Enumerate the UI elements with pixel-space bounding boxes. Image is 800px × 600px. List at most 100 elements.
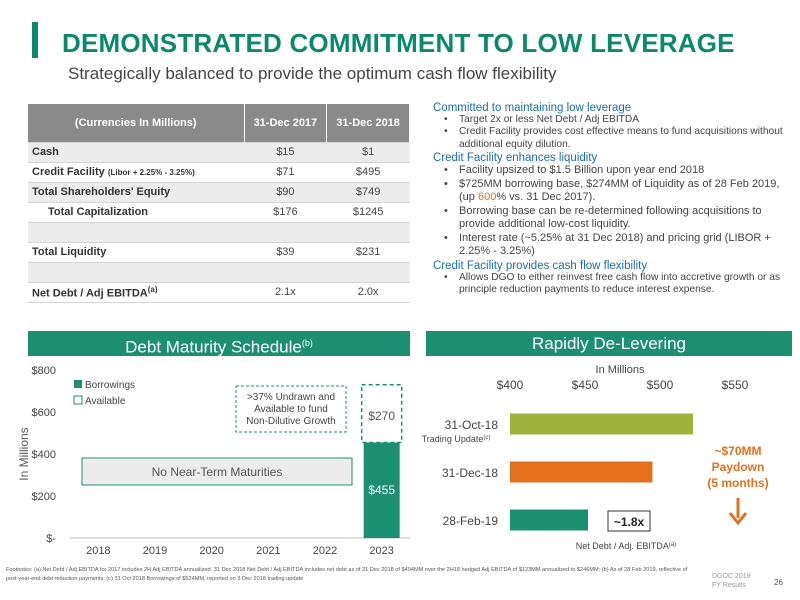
paydown-text: ~$70MM	[714, 444, 761, 458]
row-value-2017: $15	[244, 141, 327, 162]
footer-deck-label: DGOC 2018 FY Results	[712, 573, 751, 589]
row-value-2018: $231	[326, 241, 410, 262]
de-levering-banner: Rapidly De-Levering	[426, 331, 792, 356]
capitalization-table: (Currencies In Millions) 31-Dec 2017 31-…	[28, 104, 410, 303]
annotation-text: No Near-Term Maturities	[152, 465, 283, 479]
table-row-spacer	[28, 221, 410, 242]
paydown-text: Paydown	[712, 460, 765, 474]
row-label: Credit Facility (Libor + 2.25% - 3.25%)	[28, 161, 244, 182]
annotation-text-line: >37% Undrawn and	[247, 392, 335, 403]
bullet-list: Target 2x or less Net Debt / Adj EBITDA …	[433, 114, 793, 151]
x-tick-label: 2023	[369, 545, 393, 557]
y-tick-label: $800	[32, 365, 56, 377]
legend-swatch-available	[73, 395, 83, 405]
callout-label-sup: (a)	[669, 542, 676, 548]
page-number: 26	[774, 578, 783, 587]
annotation-box	[235, 385, 347, 433]
spacer-cell	[28, 261, 244, 282]
row-label: Total Shareholders' Equity	[28, 181, 244, 202]
row-value-2017: $90	[244, 181, 327, 202]
row-label-note: (a)	[147, 284, 158, 294]
callout-box	[607, 510, 651, 532]
bullet: Borrowing base can be re-determined foll…	[433, 205, 793, 232]
table-row: Total Shareholders' Equity $90 $749	[28, 181, 410, 202]
row-value-2018: $495	[326, 161, 410, 182]
table-row: Cash $15 $1	[28, 141, 410, 162]
legend-label-borrowings: Borrowings	[85, 380, 135, 391]
row-value-2018: 2.0x	[326, 281, 410, 303]
row-value-2017: 2.1x	[244, 281, 327, 303]
bar-31-dec-18	[510, 461, 653, 483]
spacer-cell	[326, 261, 410, 282]
table-row: Net Debt / Adj EBITDA(a) 2.1x 2.0x	[28, 281, 410, 303]
row-label: Total Capitalization	[28, 201, 244, 222]
table-row: Credit Facility (Libor + 2.25% - 3.25%) …	[28, 161, 410, 182]
arrow-down-icon	[728, 512, 748, 526]
section-heading: Credit Facility provides cash flow flexi…	[433, 259, 648, 272]
y-tick-label: $600	[32, 407, 56, 419]
bar-borrowings	[363, 442, 400, 538]
section-heading: Credit Facility enhances liquidity	[433, 152, 598, 165]
x-tick-label: $450	[572, 378, 599, 392]
x-tick-label: 2020	[199, 545, 223, 557]
table-header-2018: 31-Dec 2018	[326, 104, 410, 142]
bullet: Facility upsized to $1.5 Billion upon ye…	[433, 164, 793, 178]
table-header-label: (Currencies In Millions)	[28, 104, 245, 142]
y-tick-label: 31-Dec-18	[442, 466, 498, 480]
row-value-2017: $176	[244, 201, 327, 222]
page-title: DEMONSTRATED COMMITMENT TO LOW LEVERAGE	[62, 28, 735, 58]
spacer-cell	[244, 221, 327, 242]
table-row-spacer	[28, 261, 410, 282]
bullet: Allows DGO to either reinvest free cash …	[433, 272, 793, 297]
x-tick-label: $500	[647, 378, 674, 392]
bar-data-label: $270	[368, 409, 395, 423]
bar-available	[360, 384, 403, 444]
table-row: Total Liquidity $39 $231	[28, 241, 410, 262]
bullet: Interest rate (~5.25% at 31 Dec 2018) an…	[433, 232, 793, 259]
x-tick-label: $550	[722, 378, 749, 392]
x-tick-label: 2019	[143, 545, 167, 557]
legend-label-available: Available	[85, 396, 126, 407]
row-value-2018: $1	[326, 141, 410, 162]
y-tick-label: 28-Feb-19	[443, 514, 499, 528]
de-levering-chart: In Millions $400 $450 $500 $550 31-Oct-18 31-D…	[422, 364, 769, 551]
x-axis-label: In Millions	[596, 364, 645, 376]
callout-value: ~1.8x	[614, 515, 645, 529]
spacer-cell	[28, 221, 244, 242]
annotation-box	[81, 457, 353, 486]
table-header-row: (Currencies In Millions) 31-Dec 2017 31-…	[28, 104, 410, 142]
bar-28-feb-19	[510, 509, 588, 531]
row-value-2018: $749	[326, 181, 410, 202]
table-row: Total Capitalization $176 $1245	[28, 201, 410, 222]
callout-label: Net Debt / Adj. EBITDA(a)	[576, 541, 676, 551]
category-note: Trading Update(c)	[422, 434, 491, 444]
commentary-column: Committed to maintaining low leverage Ta…	[433, 101, 793, 297]
section-heading: Committed to maintaining low leverage	[433, 102, 632, 114]
row-value-2017: $39	[244, 241, 327, 262]
bullet-list: Facility upsized to $1.5 Billion upon ye…	[433, 164, 793, 259]
title-accent-bar	[32, 22, 38, 58]
debt-maturity-banner: Debt Maturity Schedule(b)	[28, 331, 410, 357]
bullet: $725MM borrowing base, $274MM of Liquidi…	[433, 178, 793, 205]
row-label: Cash	[28, 141, 244, 162]
paydown-text: (5 months)	[707, 476, 768, 490]
x-tick-label: 2022	[313, 545, 337, 557]
bar-31-oct-18	[510, 413, 693, 435]
x-tick-label: 2021	[256, 545, 280, 557]
row-label: Total Liquidity	[28, 241, 244, 262]
bar-data-label: $455	[368, 483, 395, 497]
highlight-value: 600	[477, 191, 497, 204]
row-label: Net Debt / Adj EBITDA(a)	[28, 281, 244, 303]
row-label-note: (Libor + 2.25% - 3.25%)	[107, 168, 195, 177]
x-tick-label: $400	[497, 378, 524, 392]
category-note-sup: (c)	[483, 435, 490, 441]
page-subtitle: Strategically balanced to provide the op…	[68, 64, 557, 83]
debt-maturity-chart: $- $200 $400 $600 $800 In Millions 2018 2019 202…	[17, 365, 410, 557]
annotation-text-line: Non-Dilutive Growth	[246, 416, 335, 427]
spacer-cell	[326, 221, 410, 242]
y-tick-label: 31-Oct-18	[445, 418, 499, 432]
row-value-2018: $1245	[326, 201, 410, 222]
y-tick-label: $400	[32, 449, 56, 461]
x-tick-label: 2018	[86, 545, 110, 557]
y-tick-label: $-	[46, 533, 56, 545]
